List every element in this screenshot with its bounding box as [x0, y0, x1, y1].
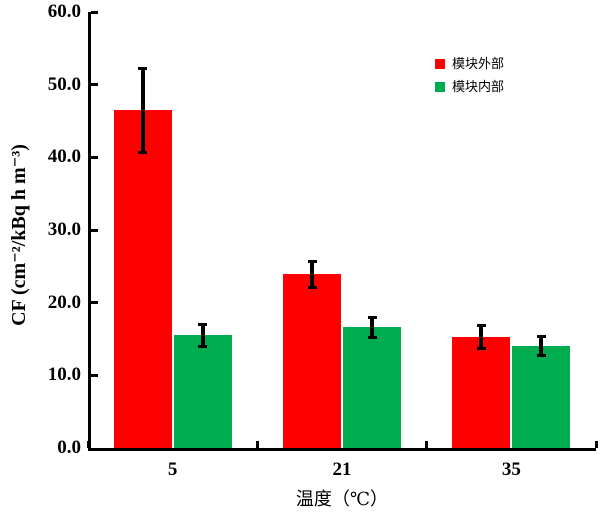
x-tick-label: 35: [501, 459, 521, 480]
error-bar: [370, 315, 374, 339]
x-axis-tick: [425, 441, 429, 448]
y-axis-tick: [91, 228, 98, 232]
error-bar-cap-bottom: [198, 344, 208, 348]
error-bar: [200, 323, 205, 348]
bar-inside-35: [512, 346, 571, 448]
y-axis-tick: [91, 83, 98, 87]
x-tick-label: 21: [332, 459, 352, 480]
bar-inside-21: [343, 327, 401, 448]
y-tick-label: 0.0: [57, 437, 81, 458]
error-bar-cap-top: [476, 323, 486, 327]
x-axis-title: 温度（℃）: [295, 489, 389, 509]
error-bar-cap-top: [138, 66, 148, 70]
error-bar-cap-top: [198, 323, 208, 326]
y-tick-label: 50.0: [47, 73, 81, 95]
y-tick-label: 40.0: [47, 146, 81, 168]
error-bar: [310, 259, 314, 289]
y-tick-label: 10.0: [47, 364, 81, 386]
error-bar: [140, 66, 145, 154]
error-bar-cap-top: [367, 315, 377, 319]
error-bar-cap-bottom: [476, 346, 486, 350]
bar-outside-21: [283, 274, 341, 448]
legend-item: 模块外部: [435, 57, 504, 71]
y-tick-label: 30.0: [47, 219, 81, 240]
error-bar-cap-bottom: [536, 354, 546, 358]
x-axis-tick: [86, 441, 90, 448]
y-tick-label: 20.0: [47, 291, 81, 313]
error-bar-cap-bottom: [138, 150, 148, 154]
legend-swatch-icon: [435, 82, 445, 92]
bar-inside-5: [173, 335, 232, 448]
x-tick-label: 5: [167, 459, 178, 480]
plot-area: [88, 12, 596, 451]
y-axis-tick: [91, 10, 98, 14]
error-bar: [539, 335, 544, 358]
y-axis-tick: [91, 301, 98, 305]
error-bar-cap-top: [307, 259, 317, 263]
x-axis-tick: [594, 441, 598, 448]
y-axis-tick: [91, 373, 98, 377]
legend-label: 模块外部: [452, 56, 505, 71]
error-bar-cap-bottom: [307, 285, 317, 289]
error-bar-cap-bottom: [367, 336, 377, 339]
x-axis-tick: [255, 441, 259, 448]
legend: 模块外部 模块内部: [435, 57, 504, 103]
y-axis-tick: [91, 155, 98, 159]
legend-label: 模块内部: [452, 79, 505, 94]
error-bar-cap-top: [536, 335, 546, 339]
bar-outside-35: [452, 336, 511, 448]
error-bar: [479, 323, 484, 350]
bar-outside-5: [113, 110, 172, 448]
legend-swatch-icon: [435, 59, 445, 69]
y-tick-label: 60.0: [47, 1, 81, 22]
legend-item: 模块内部: [435, 80, 504, 94]
